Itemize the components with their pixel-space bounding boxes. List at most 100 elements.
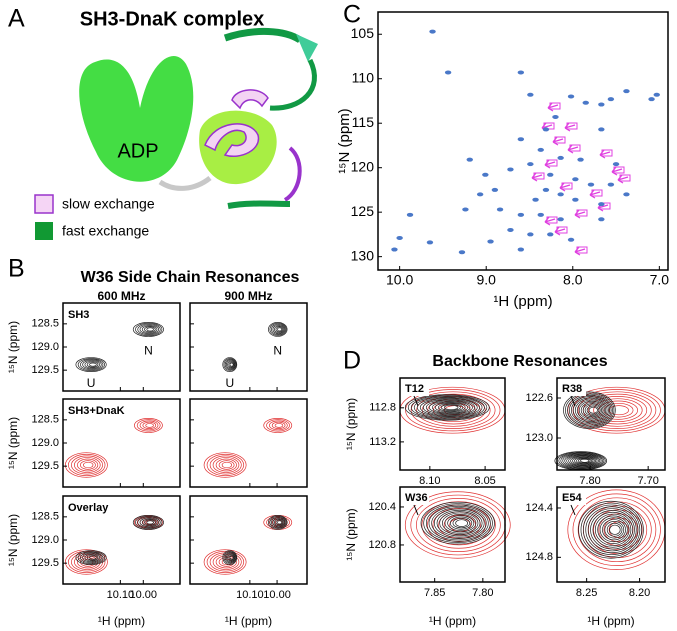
contour bbox=[77, 458, 99, 472]
legend-label: slow exchange bbox=[62, 196, 155, 212]
contour bbox=[577, 391, 657, 429]
y-tick-label: 123.0 bbox=[525, 432, 553, 444]
y-tick-label: 129.0 bbox=[31, 534, 59, 546]
peak bbox=[527, 162, 534, 167]
exchange-arrow-box bbox=[613, 166, 625, 174]
contour bbox=[593, 398, 643, 423]
y-tick-label: 124.4 bbox=[525, 502, 553, 514]
contour bbox=[597, 515, 630, 544]
peak bbox=[517, 212, 525, 217]
contour bbox=[574, 457, 594, 465]
exchange-arrow-box bbox=[619, 174, 631, 182]
contour bbox=[218, 460, 235, 470]
peak bbox=[542, 127, 550, 132]
axis-label: ¹⁵N (ppm) bbox=[344, 508, 358, 560]
contour bbox=[269, 322, 287, 336]
peak bbox=[572, 197, 579, 202]
contour bbox=[223, 551, 237, 565]
contour bbox=[437, 403, 464, 412]
x-tick-label: 10.10 bbox=[236, 589, 264, 601]
peak bbox=[527, 92, 534, 97]
resonance-label: R38 bbox=[562, 383, 582, 395]
peak bbox=[648, 97, 655, 102]
contour bbox=[423, 503, 493, 544]
label-bg bbox=[560, 491, 586, 505]
peak bbox=[396, 235, 403, 240]
axis-label: ¹H (ppm) bbox=[98, 614, 145, 628]
contour bbox=[89, 555, 97, 560]
exchange-arrow-box bbox=[566, 122, 578, 130]
contour bbox=[425, 400, 473, 415]
contour bbox=[419, 398, 478, 417]
peak bbox=[462, 207, 469, 212]
contour bbox=[89, 362, 97, 367]
contour bbox=[404, 394, 490, 421]
contour bbox=[224, 359, 236, 371]
peak bbox=[582, 100, 589, 105]
label-bg bbox=[403, 382, 429, 396]
peak bbox=[517, 70, 525, 75]
domain-label: ADP bbox=[117, 140, 158, 162]
contour bbox=[223, 358, 237, 372]
contour bbox=[137, 323, 161, 335]
contour bbox=[277, 520, 283, 525]
plot-frame bbox=[189, 398, 308, 488]
label-pointer bbox=[413, 504, 419, 516]
y-tick-label: 129.5 bbox=[31, 557, 59, 569]
contour bbox=[593, 509, 643, 551]
y-tick-label: 129.5 bbox=[31, 460, 59, 472]
label-pointer bbox=[570, 504, 576, 516]
contour bbox=[608, 521, 629, 539]
contour bbox=[141, 518, 158, 527]
peak bbox=[537, 147, 544, 152]
peak bbox=[507, 167, 514, 172]
x-tick-label: 8.05 bbox=[474, 475, 495, 487]
peak bbox=[491, 187, 499, 192]
peak bbox=[466, 157, 473, 162]
panel-letter: B bbox=[8, 255, 25, 283]
exchange-arrow-box bbox=[591, 189, 603, 197]
y-tick-label: 120.4 bbox=[368, 501, 396, 513]
peak bbox=[557, 192, 564, 197]
contour bbox=[603, 402, 634, 418]
contour bbox=[82, 359, 102, 370]
label-pointer bbox=[413, 395, 419, 407]
peak bbox=[607, 97, 615, 102]
contour bbox=[274, 423, 284, 428]
contour bbox=[441, 512, 479, 534]
peak bbox=[607, 182, 615, 187]
peak bbox=[482, 172, 489, 177]
contour bbox=[404, 491, 511, 559]
contour bbox=[206, 550, 245, 574]
row-label: Overlay bbox=[68, 502, 109, 514]
contour bbox=[447, 515, 475, 531]
axis-label: ¹⁵N (ppm) bbox=[344, 398, 358, 450]
peak bbox=[598, 202, 605, 207]
contour bbox=[580, 402, 604, 419]
contour bbox=[142, 421, 157, 429]
panel-title: Backbone Resonances bbox=[432, 353, 607, 370]
y-tick-label: 120 bbox=[351, 158, 375, 174]
peak bbox=[598, 217, 605, 222]
exchange-arrow-box bbox=[554, 136, 566, 144]
y-tick-label: 110 bbox=[352, 69, 375, 85]
exchange-arrow-box bbox=[546, 216, 558, 224]
y-tick-label: 128.5 bbox=[31, 414, 59, 426]
contour bbox=[136, 419, 161, 432]
y-tick-label: 120.8 bbox=[368, 539, 396, 551]
contour bbox=[576, 457, 593, 464]
contour bbox=[608, 405, 629, 416]
plot-frame bbox=[556, 486, 666, 583]
contour bbox=[578, 400, 605, 420]
contour bbox=[568, 455, 598, 467]
contour bbox=[592, 511, 634, 548]
peak bbox=[623, 192, 630, 197]
exchange-arrow-box bbox=[569, 144, 581, 152]
contour bbox=[268, 322, 288, 337]
contour bbox=[83, 461, 94, 469]
contour bbox=[80, 359, 104, 371]
contour bbox=[64, 549, 108, 575]
peak bbox=[444, 70, 452, 75]
panel-letter: C bbox=[343, 1, 361, 29]
legend-swatch bbox=[34, 194, 54, 214]
